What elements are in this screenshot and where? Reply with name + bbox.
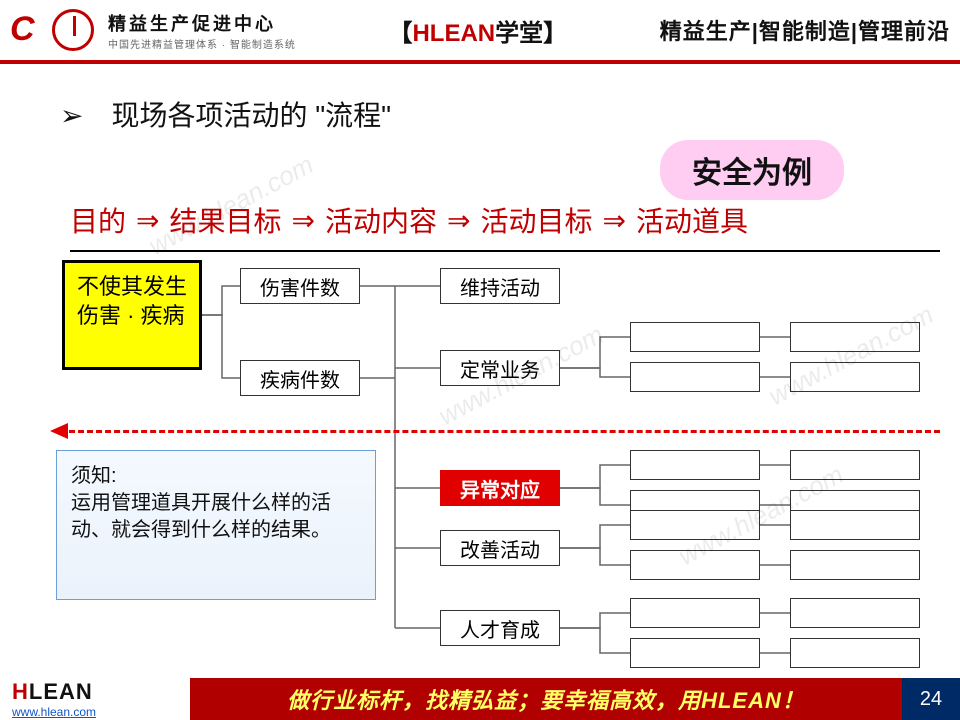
logo-circle-icon: [52, 9, 94, 51]
col-tool: 活动道具: [636, 200, 748, 240]
result-box-0: 伤害件数: [240, 268, 360, 304]
footer-bar: HLEAN www.hlean.com 做行业标杆，找精弘益；要幸福高效，用HL…: [0, 678, 960, 720]
target-box: [630, 322, 760, 352]
col-purpose: 目的: [70, 200, 126, 240]
col-result: 结果目标: [169, 200, 281, 240]
tool-box: [790, 362, 920, 392]
page-number: 24: [902, 678, 960, 720]
tool-box: [790, 638, 920, 668]
tool-box: [790, 598, 920, 628]
activity-box-1: 定常业务: [440, 350, 560, 386]
header-center: 【HLEAN学堂】: [296, 13, 660, 48]
tool-box: [790, 450, 920, 480]
col-target: 活动目标: [480, 200, 592, 240]
activity-box-0: 维持活动: [440, 268, 560, 304]
target-box: [630, 450, 760, 480]
logo-block: C 精益生产促进中心 中国先进精益管理体系 · 智能制造系统: [10, 9, 296, 51]
footer-logo-block: HLEAN www.hlean.com: [0, 678, 190, 720]
target-box: [630, 598, 760, 628]
hlean-logo: HLEAN: [12, 679, 190, 705]
tool-box: [790, 322, 920, 352]
logo-title: 精益生产促进中心: [108, 10, 296, 36]
example-badge: 安全为例: [660, 140, 844, 200]
note-box: 须知: 运用管理道具开展什么样的活动、就会得到什么样的结果。: [56, 450, 376, 600]
footer-slogan: 做行业标杆，找精弘益；要幸福高效，用HLEAN！: [190, 678, 902, 720]
header-bar: C 精益生产促进中心 中国先进精益管理体系 · 智能制造系统 【HLEAN学堂】…: [0, 0, 960, 64]
purpose-box: 不使其发生伤害 · 疾病: [62, 260, 202, 370]
section-title: ➢ 现场各项活动的 "流程": [60, 94, 960, 134]
flow-columns-header: 目的 ⇒ 结果目标 ⇒ 活动内容 ⇒ 活动目标 ⇒ 活动道具: [70, 200, 940, 252]
activity-box-2: 异常对应: [440, 470, 560, 506]
target-box: [630, 510, 760, 540]
tool-box: [790, 510, 920, 540]
footer-url[interactable]: www.hlean.com: [12, 705, 190, 719]
tool-box: [790, 550, 920, 580]
col-activity: 活动内容: [325, 200, 437, 240]
logo-subtitle: 中国先进精益管理体系 · 智能制造系统: [108, 36, 296, 51]
logo-c-icon: C: [10, 12, 46, 48]
activity-box-3: 改善活动: [440, 530, 560, 566]
target-box: [630, 362, 760, 392]
activity-box-4: 人才育成: [440, 610, 560, 646]
target-box: [630, 638, 760, 668]
dashed-arrow-icon: [50, 423, 68, 439]
target-box: [630, 550, 760, 580]
result-box-1: 疾病件数: [240, 360, 360, 396]
dashed-divider: [60, 430, 940, 433]
header-right: 精益生产|智能制造|管理前沿: [660, 14, 950, 46]
diagram-canvas: 不使其发生伤害 · 疾病 伤害件数 疾病件数 维持活动 定常业务 异常对应 改善…: [0, 250, 960, 660]
